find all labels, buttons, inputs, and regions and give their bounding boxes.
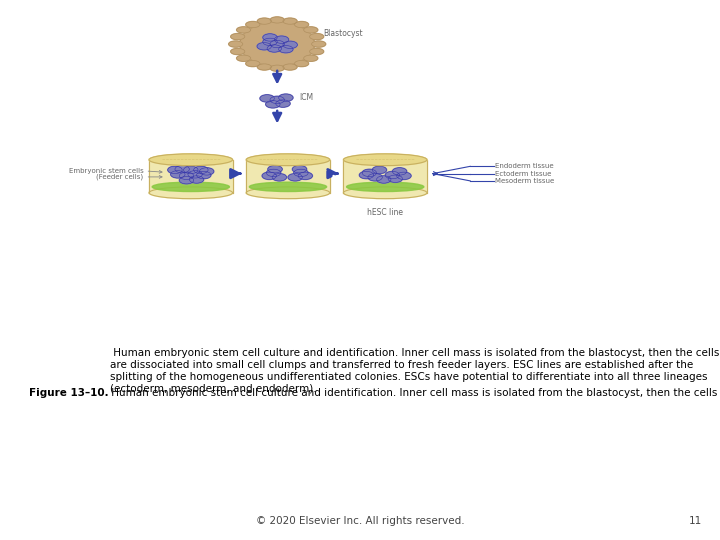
Ellipse shape [283, 41, 297, 49]
Text: Blastocyst: Blastocyst [323, 29, 363, 38]
Ellipse shape [246, 187, 330, 199]
Polygon shape [149, 160, 233, 193]
Ellipse shape [343, 154, 427, 166]
Ellipse shape [266, 169, 281, 177]
Ellipse shape [359, 171, 374, 179]
Ellipse shape [184, 166, 198, 174]
Ellipse shape [388, 175, 402, 183]
Text: (Feeder cells): (Feeder cells) [96, 174, 143, 180]
Ellipse shape [397, 172, 411, 179]
Ellipse shape [260, 94, 274, 102]
Ellipse shape [197, 171, 211, 179]
Ellipse shape [199, 168, 214, 175]
Ellipse shape [246, 154, 330, 166]
Ellipse shape [385, 171, 400, 179]
Text: Endoderm tissue: Endoderm tissue [495, 163, 554, 170]
Ellipse shape [257, 18, 271, 24]
Polygon shape [343, 160, 427, 193]
Ellipse shape [346, 182, 424, 192]
Ellipse shape [230, 33, 245, 40]
Polygon shape [246, 160, 330, 193]
Ellipse shape [304, 27, 318, 33]
Text: © 2020 Elsevier Inc. All rights reserved.: © 2020 Elsevier Inc. All rights reserved… [256, 516, 464, 526]
Ellipse shape [294, 60, 309, 66]
Ellipse shape [292, 166, 307, 173]
Ellipse shape [298, 172, 312, 179]
Ellipse shape [257, 64, 271, 70]
Ellipse shape [279, 45, 293, 53]
Text: Human embryonic stem cell culture and identification. Inner cell mass is isolate: Human embryonic stem cell culture and id… [110, 348, 719, 393]
Ellipse shape [312, 41, 325, 47]
Ellipse shape [362, 169, 377, 177]
Ellipse shape [304, 55, 318, 62]
Ellipse shape [171, 171, 185, 178]
Ellipse shape [152, 182, 230, 192]
Ellipse shape [230, 49, 245, 55]
Ellipse shape [368, 174, 382, 181]
Ellipse shape [229, 41, 243, 47]
Ellipse shape [246, 22, 260, 28]
Text: Human embryonic stem cell culture and identification. Inner cell mass is isolate: Human embryonic stem cell culture and id… [109, 388, 720, 398]
Text: Mesoderm tissue: Mesoderm tissue [495, 178, 554, 184]
Ellipse shape [246, 60, 260, 66]
Ellipse shape [194, 166, 208, 174]
Ellipse shape [168, 166, 182, 174]
Ellipse shape [310, 49, 324, 55]
Text: 11: 11 [689, 516, 702, 526]
Ellipse shape [294, 22, 309, 28]
Ellipse shape [392, 168, 407, 175]
Ellipse shape [283, 64, 297, 70]
Text: Ectoderm tissue: Ectoderm tissue [495, 171, 552, 177]
Ellipse shape [237, 27, 251, 33]
Ellipse shape [249, 182, 327, 192]
Text: Embryonic stem cells: Embryonic stem cells [68, 168, 143, 174]
Ellipse shape [377, 176, 391, 183]
Text: ICM: ICM [299, 93, 313, 102]
Ellipse shape [240, 22, 315, 66]
Ellipse shape [149, 187, 233, 199]
Ellipse shape [257, 43, 271, 50]
Ellipse shape [279, 94, 293, 102]
Ellipse shape [274, 36, 289, 43]
Ellipse shape [175, 166, 189, 173]
Ellipse shape [266, 100, 280, 108]
Ellipse shape [263, 34, 277, 41]
Ellipse shape [262, 172, 276, 179]
Text: Figure 13–10.: Figure 13–10. [29, 388, 109, 398]
Ellipse shape [189, 176, 204, 183]
Ellipse shape [188, 171, 202, 178]
Ellipse shape [276, 100, 290, 107]
Ellipse shape [263, 38, 277, 45]
Ellipse shape [270, 65, 284, 71]
Ellipse shape [270, 40, 284, 48]
Text: hESC line: hESC line [367, 208, 403, 217]
Ellipse shape [294, 169, 308, 177]
Ellipse shape [372, 166, 387, 174]
Ellipse shape [272, 174, 287, 181]
Ellipse shape [237, 55, 251, 62]
Ellipse shape [343, 187, 427, 199]
Ellipse shape [179, 177, 194, 184]
Ellipse shape [149, 154, 233, 166]
Ellipse shape [288, 174, 302, 181]
Ellipse shape [179, 172, 194, 179]
Ellipse shape [283, 18, 297, 24]
Ellipse shape [268, 166, 282, 173]
Ellipse shape [310, 33, 324, 40]
Ellipse shape [267, 45, 282, 52]
Ellipse shape [270, 96, 284, 104]
Ellipse shape [270, 17, 284, 23]
